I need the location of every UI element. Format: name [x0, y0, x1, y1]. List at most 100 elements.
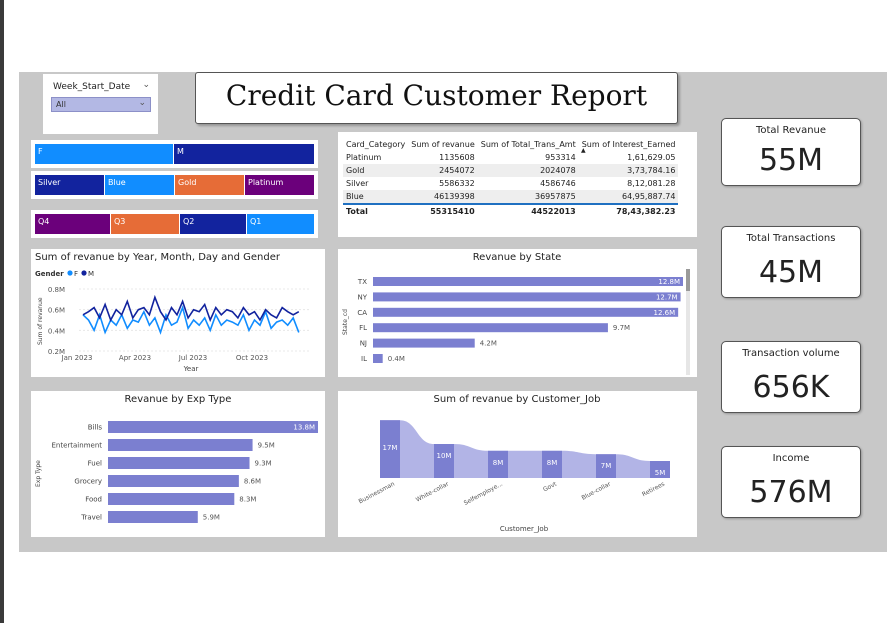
- kpi-transaction-volume: Transaction volume 656K: [721, 341, 861, 413]
- column-header[interactable]: Sum of revanue: [411, 140, 475, 149]
- bar: [108, 493, 235, 505]
- kpi-label: Income: [772, 453, 810, 464]
- table-cell: 3,73,784.16: [578, 164, 679, 177]
- bar: [108, 457, 250, 469]
- quarter-slicer: Q4 Q3 Q2 Q1: [31, 210, 318, 238]
- gender-slicer-f[interactable]: F: [35, 144, 173, 164]
- table-cell: 4586746: [540, 179, 576, 188]
- category-slicer-gold[interactable]: Gold: [175, 175, 244, 195]
- table-cell: 46139398: [408, 190, 478, 205]
- revenue-by-state-chart[interactable]: Revanue by State State_cd TX 12.8M NY 12.7M CA…: [338, 249, 697, 377]
- report-title-card: Credit Card Customer Report: [195, 72, 678, 124]
- table-cell: 953314: [545, 153, 576, 162]
- ribbon-column: [488, 450, 508, 478]
- quarter-slicer-q4[interactable]: Q4: [35, 214, 110, 234]
- data-label: 9.5M: [258, 442, 275, 450]
- table-row[interactable]: Blue 46139398 36957875 64,95,887.74: [343, 190, 679, 205]
- week-start-date-slicer[interactable]: Week_Start_Date ⌄ All ⌄: [43, 74, 158, 134]
- segment-label: Silver: [38, 178, 61, 187]
- data-label: 8M: [547, 459, 558, 467]
- revenue-line-chart[interactable]: Sum of revanue by Year, Month, Day and G…: [31, 249, 325, 377]
- ribbon-column: [596, 454, 616, 478]
- category-slicer: Silver Blue Gold Platinum: [31, 171, 318, 199]
- category-slicer-silver[interactable]: Silver: [35, 175, 104, 195]
- kpi-label: Total Revanue: [755, 125, 827, 136]
- data-label: 17M: [383, 444, 398, 452]
- series-line-m: [82, 294, 300, 323]
- data-label: 5.9M: [203, 514, 220, 522]
- revenue-trend-card: Sum of revanue by Year, Month, Day and G…: [31, 249, 325, 377]
- segment-label: Q4: [38, 217, 50, 226]
- chevron-down-icon[interactable]: ⌄: [142, 80, 150, 90]
- legend-title: Gender: [35, 270, 64, 278]
- table-row[interactable]: Silver 5586332 4586746 8,12,081.28: [343, 177, 678, 190]
- table-row[interactable]: Platinum 1135608 953314 1,61,629.05: [343, 151, 678, 164]
- data-label: 9.3M: [255, 460, 272, 468]
- revenue-by-state-card: Revanue by State State_cd TX 12.8M NY 12.7M CA…: [338, 249, 697, 377]
- category-label: NY: [357, 293, 367, 301]
- ribbon-area: [380, 420, 670, 478]
- revenue-by-exp-type-chart[interactable]: Revanue by Exp Type Exp Type Bills 13.8M Ent…: [31, 391, 325, 537]
- table-cell: 36957875: [477, 190, 579, 205]
- table-cell: 2454072: [408, 164, 478, 177]
- window-edge: [0, 0, 4, 623]
- category-label: Bills: [88, 424, 103, 432]
- data-label: 8.3M: [239, 496, 256, 504]
- y-tick-label: 0.4M: [48, 327, 65, 335]
- gender-slicer: F M: [31, 140, 318, 168]
- x-tick-label: Jan 2023: [61, 354, 93, 362]
- table-row[interactable]: Gold 2454072 2024078 3,73,784.16: [343, 164, 679, 177]
- table-cell: 64,95,887.74: [578, 190, 679, 205]
- category-slicer-blue[interactable]: Blue: [105, 175, 174, 195]
- kpi-label: Transaction volume: [742, 348, 840, 359]
- table-cell: 1,61,629.05: [627, 153, 676, 162]
- quarter-slicer-q2[interactable]: Q2: [180, 214, 246, 234]
- x-tick-label: Apr 2023: [119, 354, 151, 362]
- x-axis-label: Year: [183, 365, 199, 373]
- series-line-f: [82, 305, 300, 335]
- kpi-value: 45M: [758, 255, 824, 290]
- legend-marker: [81, 270, 87, 276]
- category-label: CA: [357, 309, 367, 317]
- slicer-dropdown[interactable]: All ⌄: [51, 97, 151, 112]
- column-header[interactable]: Card_Category: [346, 140, 406, 149]
- bar: [373, 338, 475, 348]
- x-tick-label: Retirees: [641, 481, 666, 499]
- y-axis-label: Exp Type: [35, 460, 42, 487]
- bar: [373, 307, 679, 317]
- data-label: 12.6M: [654, 309, 676, 317]
- chart-title: Revanue by State: [473, 252, 562, 263]
- ribbon-column: [380, 420, 400, 478]
- data-label: 7M: [601, 462, 612, 470]
- ribbon-column: [542, 450, 562, 478]
- card-category-table: ▲ Card_Category Sum of revanue Sum of To…: [338, 132, 697, 237]
- y-tick-label: 0.2M: [48, 348, 65, 356]
- gender-slicer-m[interactable]: M: [174, 144, 314, 164]
- x-tick-label: Blue-collar: [580, 480, 612, 501]
- data-label: 13.8M: [293, 424, 315, 432]
- column-header[interactable]: Sum of Total_Trans_Amt: [480, 140, 576, 149]
- revenue-by-exp-type-card: Revanue by Exp Type Exp Type Bills 13.8M Ent…: [31, 391, 325, 537]
- x-tick-label: White-collar: [415, 480, 451, 503]
- category-label: Food: [85, 496, 102, 504]
- quarter-slicer-q3[interactable]: Q3: [111, 214, 179, 234]
- data-label: 0.4M: [388, 355, 405, 363]
- category-slicer-platinum[interactable]: Platinum: [245, 175, 314, 195]
- table-cell: 78,43,382.23: [616, 207, 676, 216]
- category-label: IL: [361, 355, 367, 363]
- category-label: FL: [359, 324, 367, 332]
- table-cell: 55315410: [430, 207, 475, 216]
- quarter-slicer-q1[interactable]: Q1: [247, 214, 314, 234]
- revenue-by-customer-job-chart[interactable]: Sum of revanue by Customer_Job 17M Busines…: [338, 391, 697, 537]
- segment-label: Blue: [108, 178, 126, 187]
- category-label: Grocery: [74, 478, 102, 486]
- y-tick-label: 0.8M: [48, 286, 65, 294]
- kpi-value: 656K: [752, 370, 830, 405]
- column-header[interactable]: Sum of Interest_Earned: [581, 140, 676, 149]
- segment-label: M: [177, 147, 184, 156]
- sort-caret-icon[interactable]: ▲: [581, 147, 586, 154]
- y-axis-label: Sum of revanue: [37, 297, 44, 345]
- bar: [108, 421, 318, 433]
- chevron-down-icon: ⌄: [138, 98, 146, 108]
